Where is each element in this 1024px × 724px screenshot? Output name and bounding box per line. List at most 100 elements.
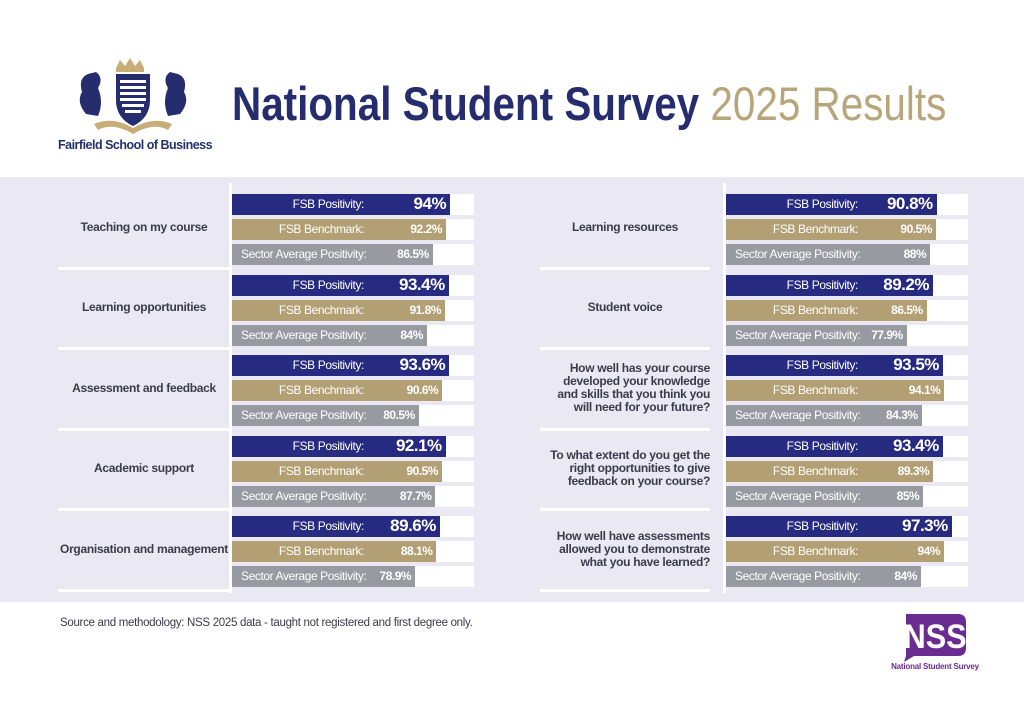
bar-sector-average: Sector Average Positivity: 77.9% bbox=[726, 324, 907, 346]
nss-logo-icon: NSS bbox=[904, 614, 967, 662]
bar-track: FSB Positivity: 90.8% bbox=[726, 194, 968, 215]
bar-value-label: 90.6% bbox=[406, 383, 439, 397]
bar-fsb-benchmark: FSB Benchmark: 90.6% bbox=[232, 380, 443, 401]
nss-logo: NSS National Student Survey bbox=[880, 612, 990, 682]
section-divider bbox=[58, 427, 230, 431]
bar-fsb-benchmark: FSB Benchmark: 94.1% bbox=[726, 380, 945, 401]
bar-series-label: FSB Benchmark: bbox=[278, 544, 365, 558]
bar-series-label: FSB Positivity: bbox=[786, 358, 859, 372]
bar-fsb-positivity: FSB Positivity: 92.1% bbox=[232, 435, 446, 457]
bar-value-label: 97.3% bbox=[902, 516, 948, 535]
bar-track: FSB Benchmark: 91.8% bbox=[232, 299, 474, 321]
bar-series-label: Sector Average Positivity: bbox=[241, 327, 367, 342]
question-label: How well has your course developed your … bbox=[557, 361, 710, 414]
bar-fsb-positivity: FSB Positivity: 93.6% bbox=[232, 355, 450, 376]
nss-logo-text: NSS bbox=[904, 618, 967, 656]
bar-series-label: FSB Positivity: bbox=[786, 197, 859, 211]
bar-series-label: FSB Positivity: bbox=[786, 277, 859, 292]
bar-series-label: FSB Benchmark: bbox=[278, 302, 365, 317]
bar-track: FSB Positivity: 94% bbox=[232, 194, 474, 215]
bar-sector-average: Sector Average Positivity: 84% bbox=[726, 566, 921, 587]
bar-value-label: 92.2% bbox=[410, 222, 442, 236]
bar-value-label: 77.9% bbox=[871, 327, 903, 342]
bar-series-label: FSB Positivity: bbox=[292, 277, 365, 292]
bar-sector-average: Sector Average Positivity: 88% bbox=[726, 244, 931, 265]
bar-track: Sector Average Positivity: 80.5% bbox=[232, 405, 474, 426]
bar-fsb-positivity: FSB Positivity: 89.6% bbox=[232, 516, 440, 537]
question-label: Academic support bbox=[94, 461, 194, 475]
bar-series-label: FSB Positivity: bbox=[292, 438, 365, 453]
bar-fsb-positivity: FSB Positivity: 97.3% bbox=[726, 516, 952, 537]
panel-divider bbox=[229, 183, 232, 593]
bar-series-label: FSB Positivity: bbox=[292, 197, 365, 211]
question-label: Learning resources bbox=[572, 219, 678, 234]
bar-series-label: FSB Benchmark: bbox=[772, 383, 859, 397]
bar-value-label: 86.5% bbox=[891, 302, 923, 317]
bar-series-label: FSB Positivity: bbox=[786, 438, 859, 453]
bar-series-label: FSB Benchmark: bbox=[772, 544, 859, 558]
bar-track: FSB Benchmark: 89.3% bbox=[726, 460, 968, 482]
bar-series-label: Sector Average Positivity: bbox=[241, 247, 367, 261]
bar-value-label: 84% bbox=[400, 327, 423, 342]
bar-series-label: FSB Benchmark: bbox=[772, 222, 859, 236]
bar-track: FSB Positivity: 93.4% bbox=[232, 274, 474, 296]
bar-value-label: 89.3% bbox=[897, 463, 930, 478]
nss-logo-subtext: National Student Survey bbox=[891, 662, 979, 671]
bar-track: Sector Average Positivity: 88% bbox=[726, 244, 968, 265]
bar-series-label: Sector Average Positivity: bbox=[735, 488, 861, 503]
bar-track: FSB Benchmark: 94.1% bbox=[726, 380, 968, 401]
bar-value-label: 80.5% bbox=[383, 408, 415, 422]
bar-fsb-positivity: FSB Positivity: 90.8% bbox=[726, 194, 937, 215]
bar-value-label: 94.1% bbox=[908, 383, 941, 397]
bar-series-label: FSB Benchmark: bbox=[772, 463, 859, 478]
bar-series-label: FSB Benchmark: bbox=[772, 302, 859, 317]
bar-value-label: 93.4% bbox=[892, 435, 939, 455]
bar-sector-average: Sector Average Positivity: 84.3% bbox=[726, 405, 922, 426]
section-divider bbox=[58, 347, 230, 350]
bar-track: FSB Benchmark: 90.5% bbox=[232, 460, 474, 482]
bar-track: FSB Benchmark: 90.5% bbox=[726, 219, 968, 240]
bar-track: FSB Positivity: 92.1% bbox=[232, 435, 474, 457]
bar-value-label: 93.6% bbox=[399, 355, 446, 374]
bar-value-label: 93.5% bbox=[893, 355, 939, 374]
bar-value-label: 91.8% bbox=[409, 302, 441, 317]
section-divider bbox=[540, 588, 710, 592]
bar-series-label: Sector Average Positivity: bbox=[241, 488, 367, 503]
bar-sector-average: Sector Average Positivity: 87.7% bbox=[232, 485, 436, 507]
bar-series-label: Sector Average Positivity: bbox=[735, 408, 861, 422]
bar-value-label: 84.3% bbox=[886, 408, 918, 422]
bar-track: FSB Positivity: 93.5% bbox=[726, 355, 968, 376]
title-main: National Student Survey bbox=[232, 77, 700, 130]
panel-divider bbox=[723, 183, 726, 593]
bar-track: FSB Benchmark: 90.6% bbox=[232, 380, 474, 401]
school-name: Fairfield School of Business bbox=[58, 138, 213, 152]
section-divider bbox=[540, 347, 710, 350]
bar-fsb-positivity: FSB Positivity: 89.2% bbox=[726, 274, 933, 296]
bar-value-label: 88.1% bbox=[400, 544, 433, 558]
bar-track: Sector Average Positivity: 78.9% bbox=[232, 566, 474, 587]
bar-fsb-benchmark: FSB Benchmark: 90.5% bbox=[726, 219, 936, 240]
question-label: Learning opportunities bbox=[81, 300, 207, 314]
bar-track: Sector Average Positivity: 84% bbox=[726, 566, 968, 587]
question-label: Organisation and management bbox=[60, 541, 228, 556]
bar-track: FSB Positivity: 93.4% bbox=[726, 435, 968, 457]
bar-track: FSB Benchmark: 94% bbox=[726, 541, 968, 562]
section-divider bbox=[58, 266, 230, 270]
question-label: To what extent do you get the right oppo… bbox=[550, 448, 710, 488]
bar-fsb-benchmark: FSB Benchmark: 92.2% bbox=[232, 219, 446, 240]
bar-track: Sector Average Positivity: 84% bbox=[232, 324, 474, 346]
bar-value-label: 86.5% bbox=[397, 247, 429, 261]
bar-value-label: 78.9% bbox=[379, 569, 412, 583]
crest-icon bbox=[79, 58, 187, 134]
bar-track: FSB Benchmark: 88.1% bbox=[232, 541, 474, 562]
bar-sector-average: Sector Average Positivity: 86.5% bbox=[232, 244, 433, 265]
bar-fsb-benchmark: FSB Benchmark: 86.5% bbox=[726, 299, 927, 321]
question-label: Assessment and feedback bbox=[72, 380, 216, 395]
bar-value-label: 94% bbox=[413, 194, 447, 213]
bar-series-label: FSB Positivity: bbox=[786, 519, 859, 533]
section-divider bbox=[540, 266, 710, 270]
bar-series-label: Sector Average Positivity: bbox=[241, 569, 367, 583]
bar-series-label: FSB Positivity: bbox=[292, 519, 365, 533]
bar-track: FSB Positivity: 97.3% bbox=[726, 516, 968, 537]
bar-fsb-positivity: FSB Positivity: 94% bbox=[232, 194, 451, 215]
